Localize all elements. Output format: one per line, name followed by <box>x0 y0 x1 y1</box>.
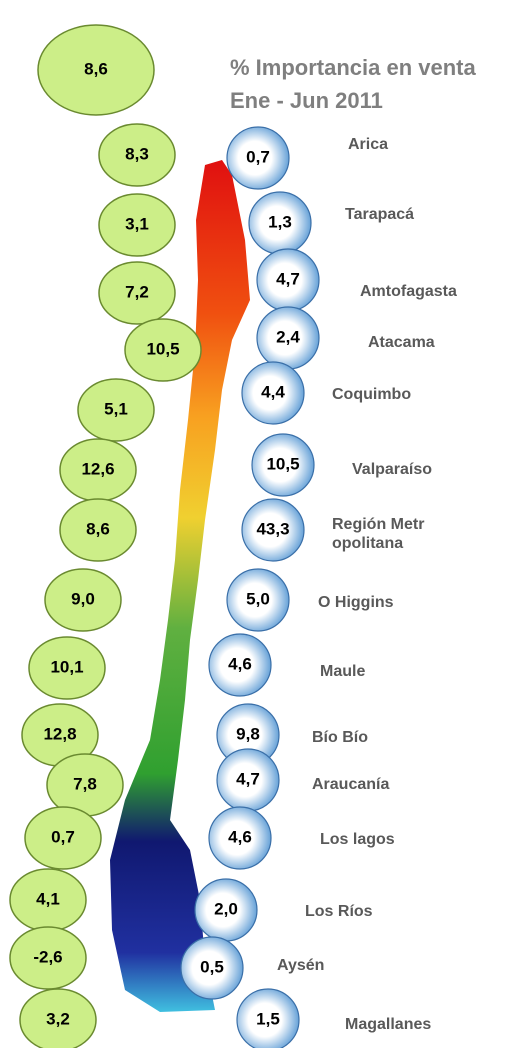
growth-value: 3,1 <box>125 214 149 233</box>
growth-value: 8,3 <box>125 144 149 163</box>
share-bubble <box>236 988 300 1048</box>
share-value: 9,8 <box>236 724 260 743</box>
region-name: Tarapacá <box>345 206 415 223</box>
region-name: Araucanía <box>312 776 390 793</box>
share-value: 1,5 <box>256 1009 280 1028</box>
share-value: 1,3 <box>268 212 292 231</box>
growth-value: 7,8 <box>73 774 97 793</box>
title: % Importancia en venta <box>230 55 476 80</box>
growth-value: 10,5 <box>146 339 179 358</box>
region-name: Arica <box>348 136 389 153</box>
share-bubble <box>208 806 272 870</box>
total-bubble <box>37 24 155 116</box>
subtitle: Ene - Jun 2011 <box>230 88 383 113</box>
growth-bubble <box>59 498 137 562</box>
share-value: 4,7 <box>236 769 260 788</box>
region-name: Los Ríos <box>305 903 373 920</box>
growth-value: 8,6 <box>86 519 110 538</box>
growth-bubble <box>24 806 102 870</box>
share-bubble <box>208 633 272 697</box>
region-name: Amtofagasta <box>360 283 457 300</box>
chile-map <box>110 160 250 1012</box>
growth-value: 5,1 <box>104 399 128 418</box>
growth-value: 0,7 <box>51 827 75 846</box>
share-value: 43,3 <box>256 519 289 538</box>
region-name: Coquimbo <box>332 386 412 403</box>
growth-bubble <box>44 568 122 632</box>
region-name: Bío Bío <box>312 729 368 746</box>
growth-bubble <box>9 926 87 990</box>
share-value: 4,7 <box>276 269 300 288</box>
growth-bubble <box>77 378 155 442</box>
growth-bubble <box>124 318 202 382</box>
share-value: 2,0 <box>214 899 238 918</box>
share-bubble <box>241 361 305 425</box>
growth-bubble <box>98 193 176 257</box>
share-value: 10,5 <box>266 454 299 473</box>
growth-bubble <box>98 123 176 187</box>
growth-value: 10,1 <box>50 657 83 676</box>
share-bubble <box>251 433 315 497</box>
growth-bubble <box>19 988 97 1048</box>
region-name: Los lagos <box>320 831 395 848</box>
share-bubble <box>226 568 290 632</box>
total-value: 8,6 <box>84 59 108 78</box>
growth-value: 3,2 <box>46 1009 70 1028</box>
share-value: 0,5 <box>200 957 224 976</box>
share-value: 4,6 <box>228 827 252 846</box>
region-name: Maule <box>320 663 366 680</box>
region-name: Valparaíso <box>352 461 433 478</box>
share-value: 2,4 <box>276 327 300 346</box>
growth-value: -2,6 <box>33 947 62 966</box>
share-bubble <box>180 936 244 1000</box>
share-value: 5,0 <box>246 589 270 608</box>
share-value: 0,7 <box>246 147 270 166</box>
region-name: Magallanes <box>345 1016 432 1033</box>
growth-value: 4,1 <box>36 889 60 908</box>
growth-bubble <box>28 636 106 700</box>
region-name: O Higgins <box>318 594 394 611</box>
growth-bubble <box>98 261 176 325</box>
region-name: Atacama <box>368 334 435 351</box>
growth-value: 7,2 <box>125 282 149 301</box>
share-value: 4,4 <box>261 382 285 401</box>
share-value: 4,6 <box>228 654 252 673</box>
region-name: Aysén <box>277 957 325 974</box>
growth-value: 12,6 <box>81 459 114 478</box>
growth-value: 9,0 <box>71 589 95 608</box>
growth-value: 12,8 <box>43 724 76 743</box>
region-name: Región Metropolitana <box>332 516 425 552</box>
share-bubble <box>241 498 305 562</box>
share-bubble <box>226 126 290 190</box>
